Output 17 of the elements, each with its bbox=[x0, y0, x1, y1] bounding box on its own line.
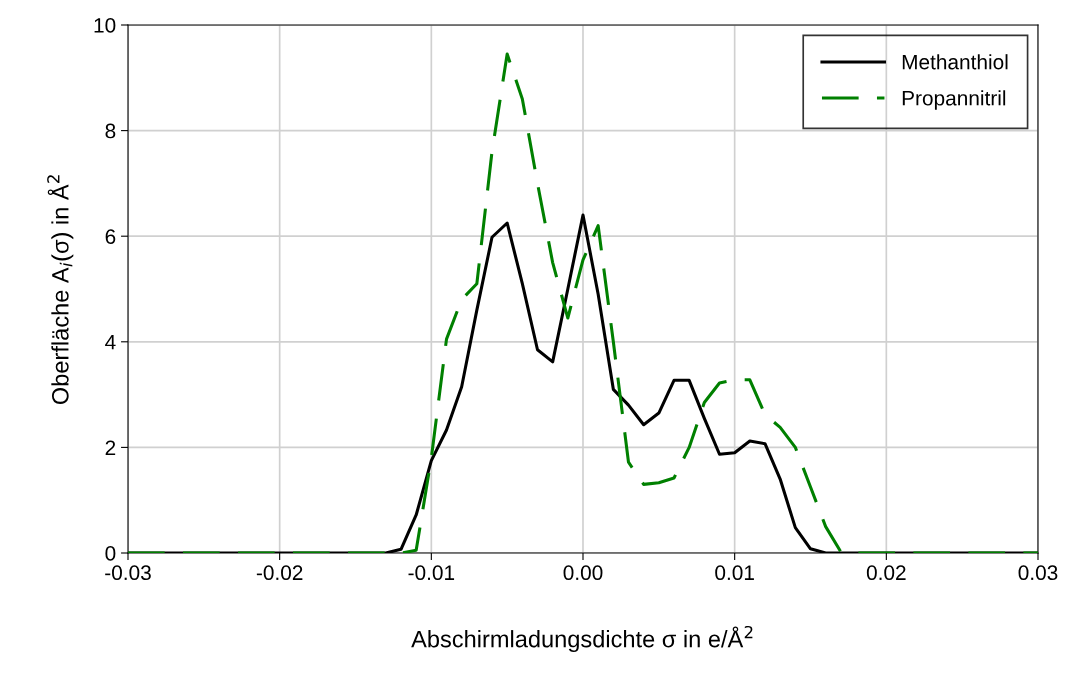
x-axis-title: Abschirmladungsdichte σ in e/Å$^{2}$ bbox=[411, 625, 753, 653]
y-axis-title: Oberfläche A$_{i}$(σ) in Å$^{2}$ bbox=[47, 175, 74, 405]
y-tick-label: 4 bbox=[105, 335, 116, 350]
x-tick-label: -0.03 bbox=[105, 565, 151, 581]
x-tick-label: -0.02 bbox=[256, 565, 303, 581]
legend-label: Methanthiol bbox=[902, 54, 1008, 70]
y-tick-label: 8 bbox=[105, 123, 116, 139]
x-tick-label: 0.02 bbox=[866, 565, 906, 581]
y-tick-label: 6 bbox=[105, 229, 116, 244]
legend-label: Propannitril bbox=[902, 90, 1006, 110]
y-tick-label: 0 bbox=[105, 546, 116, 561]
x-tick-label: 0.01 bbox=[715, 565, 754, 581]
x-tick-label: 0.03 bbox=[1018, 565, 1058, 581]
x-tick-label: -0.01 bbox=[408, 565, 455, 581]
y-tick-label: 10 bbox=[94, 18, 116, 33]
x-tick-label: 0.00 bbox=[563, 565, 603, 581]
y-tick-label: 2 bbox=[105, 440, 116, 455]
